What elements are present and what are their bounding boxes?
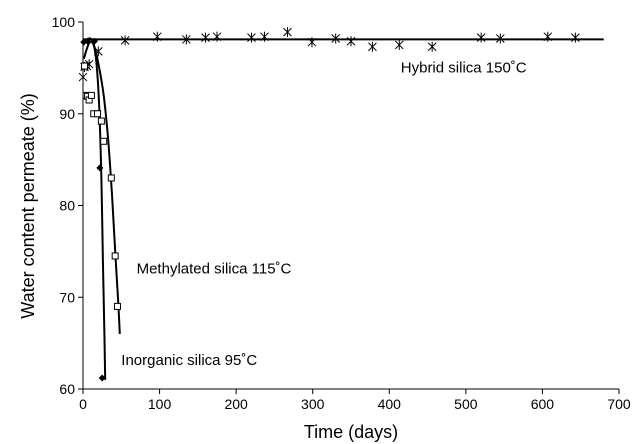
square-marker [100, 137, 108, 145]
asterisk-marker [212, 31, 222, 42]
x-tick-label: 400 [378, 396, 402, 412]
x-tick-label: 500 [454, 396, 478, 412]
square-marker [87, 91, 95, 99]
x-tick-label: 300 [301, 396, 325, 412]
y-tick-label: 100 [52, 14, 76, 30]
series-label: Hybrid silica 150˚C [401, 59, 527, 76]
square-marker [81, 62, 89, 70]
x-axis-ticks: 0 100 200 300 400 500 600 700 [79, 389, 631, 412]
x-tick-label: 200 [224, 396, 248, 412]
plot-area: 60 70 80 90 100 0 100 200 300 400 500 600 700 Hybri… [52, 14, 631, 412]
y-axis-ticks: 60 70 80 90 100 [52, 14, 83, 397]
asterisk-marker [201, 32, 210, 43]
asterisk-marker [427, 41, 437, 52]
asterisk-marker [120, 35, 130, 46]
x-axis-title: Time (days) [304, 422, 398, 442]
asterisk-marker [78, 72, 88, 83]
square-marker [107, 174, 115, 182]
diamond-marker [84, 37, 92, 45]
asterisk-marker [394, 39, 404, 50]
asterisk-marker [283, 27, 292, 38]
series-label: Methylated silica 115˚C [137, 260, 292, 277]
asterisk-marker [368, 41, 377, 52]
series-label: Inorganic silica 95˚C [121, 352, 257, 369]
y-tick-label: 90 [59, 106, 75, 122]
diamond-marker [96, 164, 104, 172]
asterisk-marker [571, 32, 580, 43]
y-axis-title: Water content permeate (%) [18, 93, 38, 318]
square-marker [113, 302, 121, 310]
x-tick-label: 100 [148, 396, 172, 412]
data-markers [78, 27, 580, 382]
x-tick-label: 0 [79, 396, 87, 412]
asterisk-marker [331, 33, 341, 44]
y-tick-label: 80 [59, 198, 75, 214]
series-annotations: Hybrid silica 150˚C Methylated silica 115… [121, 59, 527, 369]
x-tick-label: 700 [607, 396, 631, 412]
asterisk-marker [247, 32, 256, 43]
square-marker [97, 117, 105, 125]
diamond-marker [90, 37, 98, 45]
asterisk-marker [543, 31, 553, 42]
fit-lines [82, 37, 604, 380]
x-tick-label: 600 [531, 396, 555, 412]
asterisk-marker [93, 46, 103, 57]
diamond-marker [98, 374, 106, 382]
asterisk-marker [495, 33, 505, 44]
asterisk-marker [152, 31, 162, 42]
asterisk-marker [182, 34, 191, 45]
y-tick-label: 60 [59, 381, 75, 397]
y-tick-label: 70 [59, 289, 75, 305]
asterisk-marker [307, 37, 317, 48]
asterisk-marker [346, 36, 356, 47]
fit-line [82, 40, 121, 334]
asterisk-marker [260, 31, 269, 42]
square-marker [94, 110, 102, 118]
fit-line [82, 37, 107, 380]
asterisk-marker [476, 32, 486, 43]
square-marker [111, 252, 119, 260]
